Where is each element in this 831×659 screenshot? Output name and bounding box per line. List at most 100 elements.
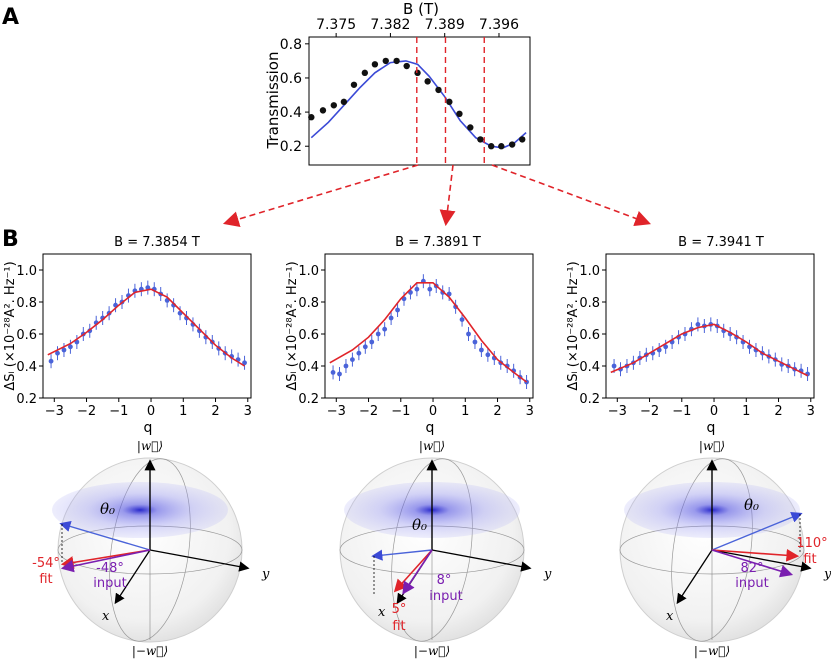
- noise-data-point: [242, 360, 247, 366]
- noise-chart-3: B = 7.3941 T q ΔSₗ (×10⁻²⁸A². Hz⁻¹) −3 −2…: [566, 235, 815, 436]
- noise-data-point: [414, 286, 420, 292]
- noise-x-tick-label: 2: [211, 404, 219, 419]
- fit-angle-label: 110°: [796, 536, 827, 551]
- connector-arrow-middle: [439, 164, 456, 227]
- noise-fit-line: [610, 323, 808, 377]
- transmission-data-point: [340, 98, 348, 106]
- noise-data-point: [466, 331, 471, 337]
- input-angle-label: 8°: [437, 573, 452, 588]
- noise-data-point: [663, 344, 669, 350]
- state-vector-arrow: [59, 521, 151, 551]
- transmission-y-tick-label: 0.8: [280, 37, 302, 53]
- transmission-fit-line: [310, 60, 527, 149]
- noise-data-point: [61, 347, 67, 353]
- noise-data-point: [350, 357, 355, 362]
- transmission-data-point: [498, 143, 505, 150]
- transmission-data-point: [467, 124, 474, 131]
- noise-x-tick-label: −2: [640, 404, 659, 419]
- sphere-top-label: |w⃗⟩: [419, 439, 445, 453]
- sphere-meridian: [109, 458, 191, 642]
- noise-x-tick-label: −1: [391, 404, 410, 419]
- noise-x-tick-label: 0: [429, 404, 437, 419]
- y-axis-label: y: [543, 567, 552, 582]
- input-angle-label: -48°: [96, 561, 124, 576]
- noise-data-point: [459, 317, 465, 322]
- state-vector-arrow: [371, 549, 433, 561]
- transmission-data-point: [477, 136, 484, 143]
- fit-label: fit: [803, 552, 816, 567]
- transmission-data-point: [446, 98, 453, 106]
- noise-y-tick-label: 0.4: [579, 360, 600, 375]
- transmission-data-point: [424, 78, 431, 85]
- transmission-data-point: [330, 102, 338, 109]
- transmission-data-point: [508, 141, 516, 148]
- noise-x-tick-label: 0: [147, 404, 155, 419]
- noise-x-tick-label: 3: [807, 404, 815, 419]
- transmission-x-tick-label: 7.382: [370, 17, 410, 33]
- noise-y-tick-label: 0.8: [16, 296, 37, 311]
- transmission-data-point: [393, 57, 400, 65]
- noise-data-point: [343, 363, 349, 369]
- noise-x-tick-label: 3: [244, 404, 252, 419]
- noise-chart-2-frame: [324, 253, 534, 399]
- noise-data-point: [68, 344, 73, 350]
- transmission-data-point: [350, 81, 358, 88]
- noise-data-point: [479, 347, 484, 353]
- y-axis-label: y: [261, 567, 270, 582]
- theta-label: θ₀: [100, 500, 115, 518]
- sphere-cap: [52, 482, 228, 538]
- bloch-sphere-3: |w⃗⟩ |−w⃗⟩ θ₀ x y 110°fit 82°input: [619, 439, 831, 658]
- input-vector-arrow: [60, 549, 151, 573]
- noise-chart-1-title: B = 7.3854 T: [114, 235, 200, 250]
- sphere-top-label: |w⃗⟩: [699, 439, 725, 453]
- transmission-plot-frame: [308, 36, 531, 166]
- sphere-bottom-label: |−w⃗⟩: [132, 644, 168, 658]
- noise-y-tick-label: 0.6: [579, 328, 600, 343]
- noise-chart-2-xlabel: q: [426, 420, 435, 436]
- transmission-data-point: [414, 69, 421, 77]
- noise-data-point: [382, 326, 388, 332]
- transmission-data-point: [435, 86, 442, 94]
- noise-y-tick-label: 0.4: [16, 360, 37, 375]
- sphere-top-label: |w⃗⟩: [137, 439, 163, 453]
- transmission-data-point: [382, 57, 389, 65]
- noise-chart-1-frame: [42, 253, 252, 399]
- transmission-data-point: [308, 114, 315, 121]
- transmission-data-point: [519, 136, 526, 143]
- noise-data-point: [55, 350, 60, 356]
- fit-vector-arrow: [711, 548, 800, 562]
- x-axis-arrow: [114, 549, 151, 605]
- noise-chart-3-ylabel: ΔSₗ (×10⁻²⁸A². Hz⁻¹): [566, 261, 581, 390]
- noise-chart-2-ylabel: ΔSₗ (×10⁻²⁸A². Hz⁻¹): [285, 261, 300, 390]
- noise-data-point: [427, 286, 433, 292]
- noise-data-point: [375, 331, 381, 337]
- transmission-xlabel: B (T): [403, 0, 439, 18]
- noise-chart-3-xlabel: q: [707, 420, 716, 436]
- transmission-x-tick-label: 7.375: [316, 17, 356, 33]
- noise-y-tick-label: 0.6: [16, 328, 37, 343]
- noise-chart-3-title: B = 7.3941 T: [678, 235, 764, 250]
- input-angle-label: 82°: [740, 561, 763, 576]
- noise-data-point: [395, 307, 400, 313]
- theta-label: θ₀: [412, 516, 427, 534]
- fit-angle-label: 5°: [392, 602, 407, 617]
- noise-data-point: [330, 370, 336, 375]
- noise-x-tick-label: −1: [109, 404, 128, 419]
- noise-data-point: [485, 352, 491, 358]
- noise-x-tick-label: −1: [672, 404, 691, 419]
- transmission-chart: B (T) Transmission 7.375 7.382 7.389 7.396 0…: [264, 0, 531, 166]
- panel-label-a: A: [2, 5, 19, 30]
- noise-x-tick-label: −3: [45, 404, 64, 419]
- noise-x-tick-label: 0: [710, 404, 718, 419]
- connector-arrows: [222, 164, 651, 227]
- transmission-y-tick-label: 0.2: [280, 139, 302, 155]
- noise-data-point: [356, 350, 362, 356]
- noise-x-tick-label: −2: [77, 404, 96, 419]
- x-axis-label: x: [666, 609, 674, 624]
- bloch-sphere-2: |w⃗⟩ |−w⃗⟩ θ₀ x y 5° fit 8°input: [339, 439, 552, 658]
- noise-x-tick-label: −2: [359, 404, 378, 419]
- x-axis-label: x: [102, 609, 110, 624]
- noise-chart-3-frame: [605, 253, 815, 399]
- noise-data-point: [611, 363, 617, 369]
